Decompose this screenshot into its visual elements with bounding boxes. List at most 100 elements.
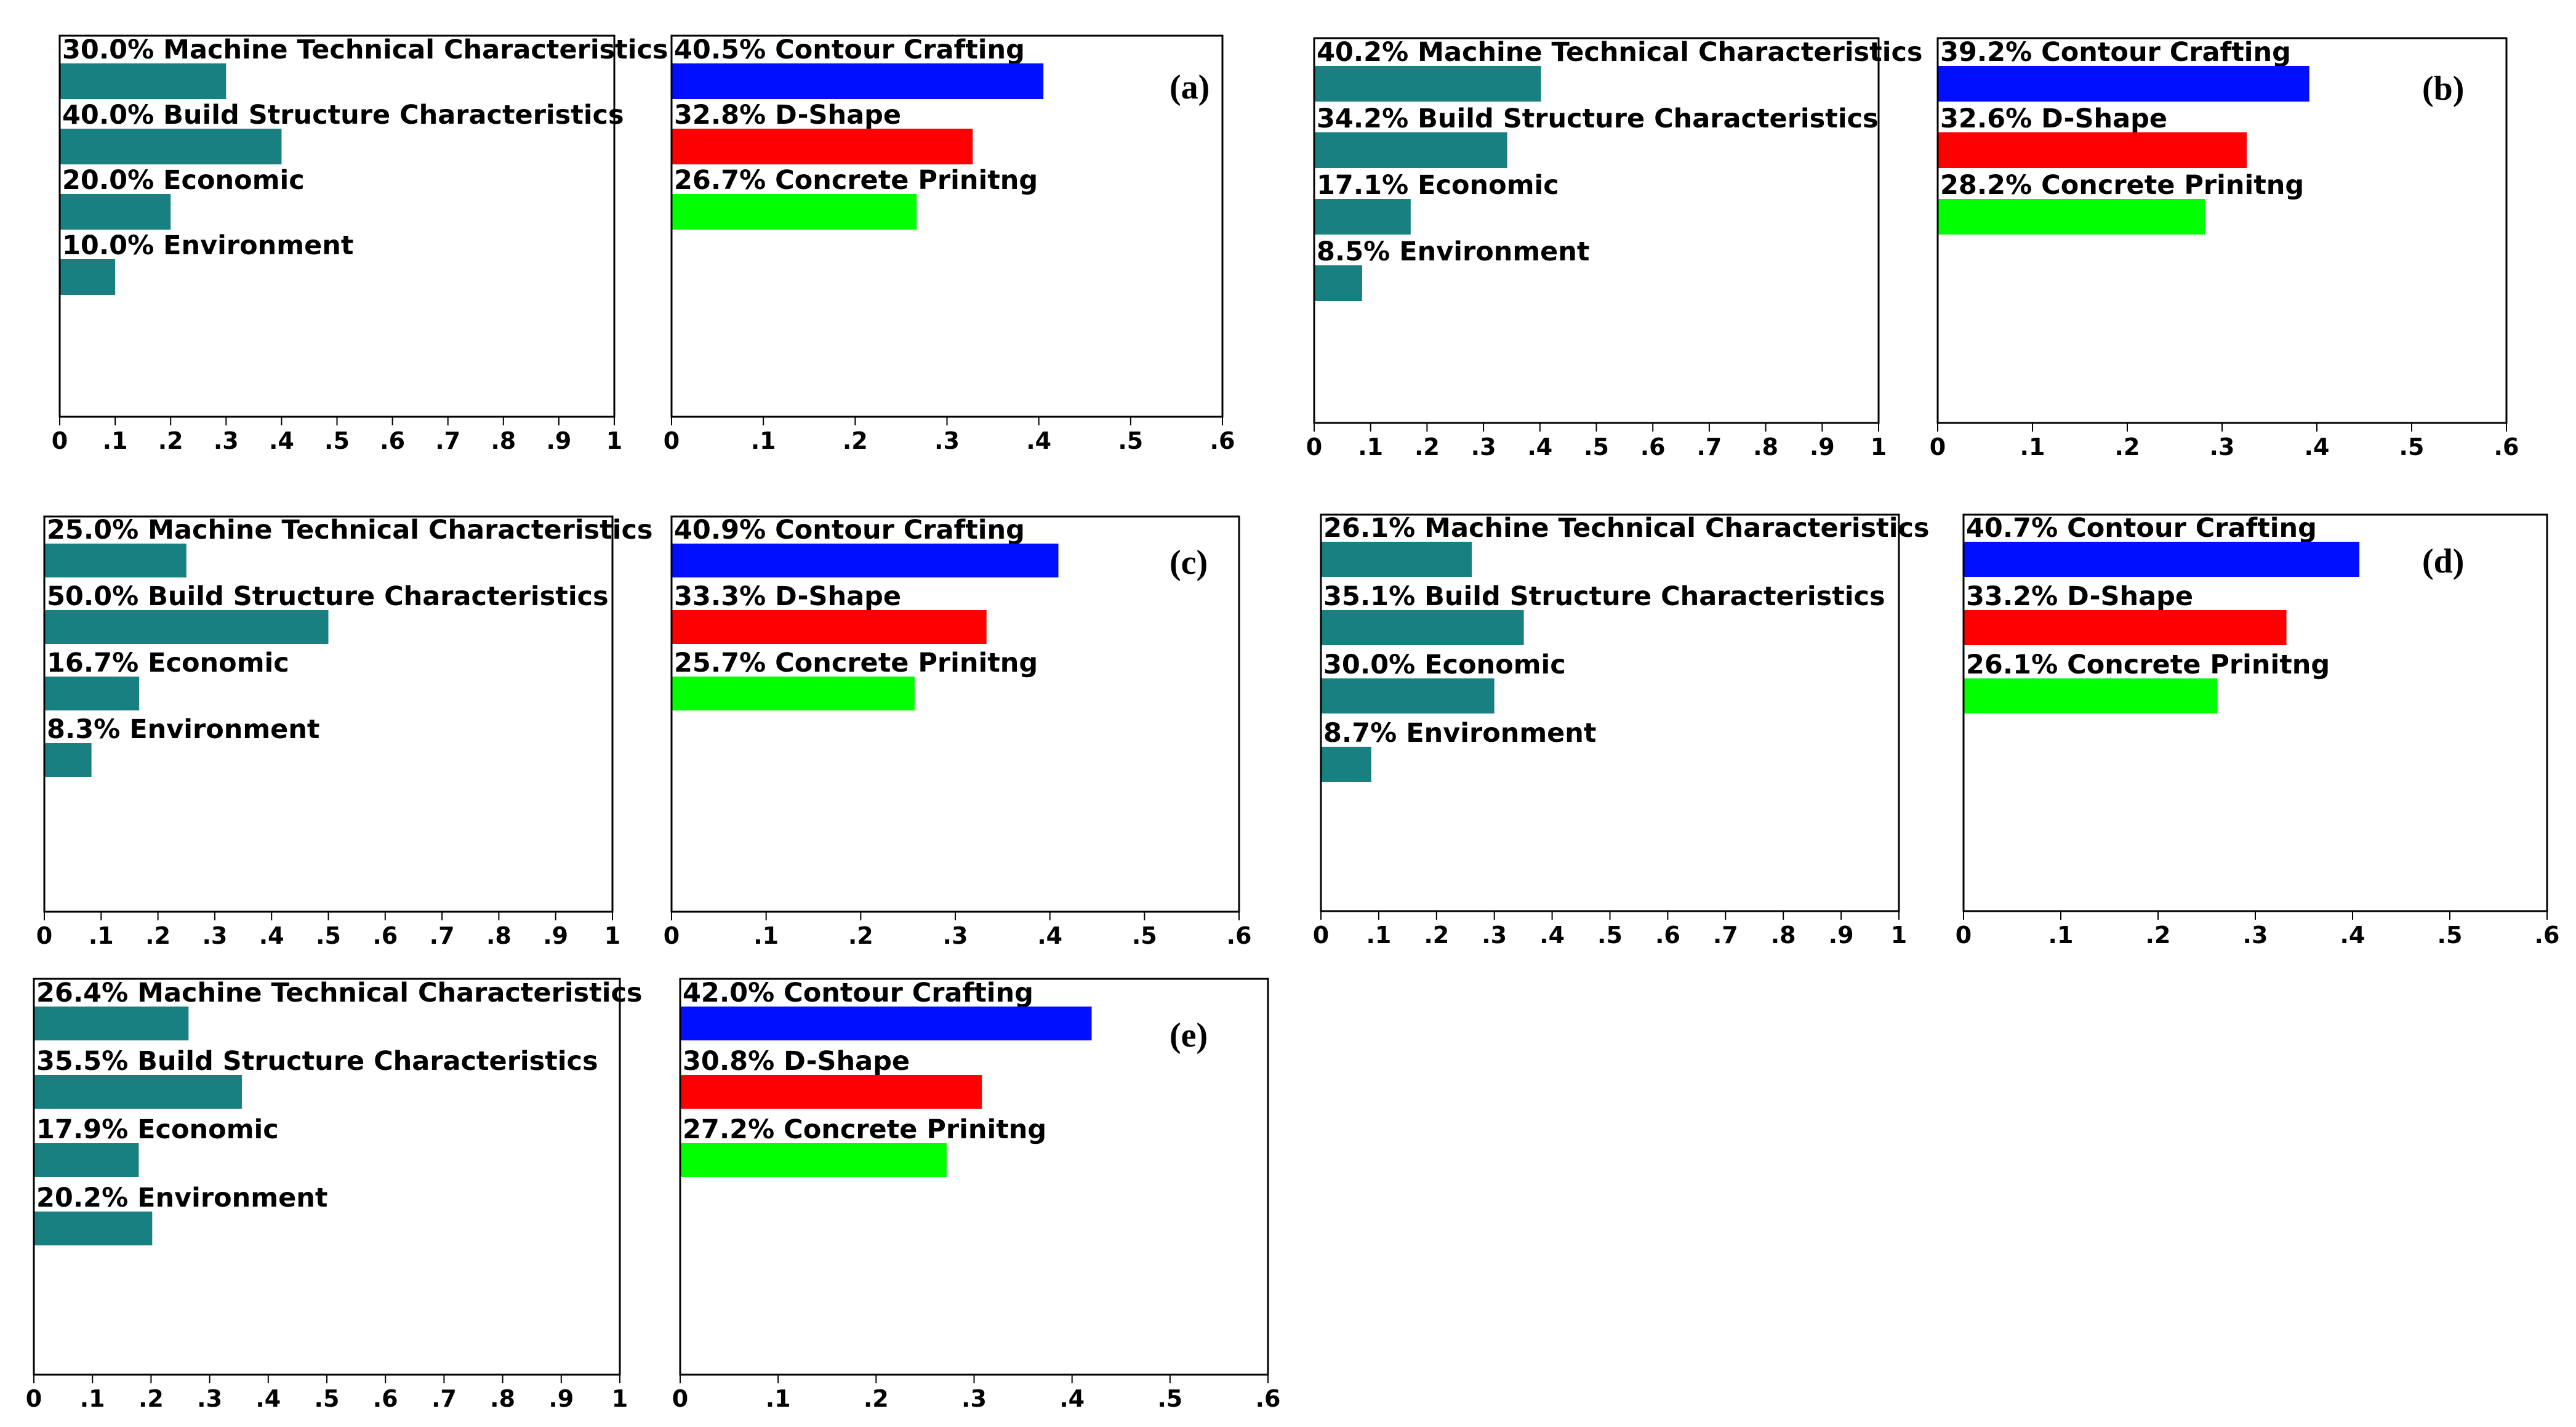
criteria-tick-label: 1 (1891, 922, 1907, 949)
panel-b: 40.2% Machine Technical Characteristics 3… (1306, 37, 2519, 460)
alternatives-bar (681, 1143, 947, 1177)
criteria-bar (60, 259, 116, 295)
criteria-tick-label: 1 (1871, 433, 1887, 460)
alternatives-tick-label: .4 (1026, 427, 1051, 454)
criteria-bar (45, 677, 140, 710)
criteria-bar (60, 194, 171, 230)
alternatives-bar (1964, 610, 2287, 645)
criteria-tick-label: .9 (1829, 922, 1854, 949)
criteria-tick-label: .7 (430, 922, 455, 949)
alternatives-tick-label: .5 (2399, 433, 2425, 460)
criteria-tick-label: .1 (1366, 922, 1391, 949)
criteria-bar-label: 26.1% Machine Technical Characteristics (1323, 513, 1930, 544)
criteria-tick-label: .8 (486, 922, 512, 949)
criteria-tick-label: .6 (1655, 922, 1680, 949)
alternatives-tick-label: .1 (766, 1385, 791, 1412)
alternatives-tick-label: .5 (1132, 922, 1157, 949)
criteria-tick-label: .3 (1482, 922, 1507, 949)
alternatives-tick-label: .3 (943, 922, 968, 949)
criteria-tick-label: .1 (103, 427, 128, 454)
alternatives-bar (672, 677, 915, 710)
alternatives-tick-label: .6 (1210, 427, 1235, 454)
criteria-bar-label: 40.2% Machine Technical Characteristics (1317, 37, 1923, 68)
panel-tag: (c) (1170, 544, 1208, 582)
criteria-tick-label: .8 (491, 427, 516, 454)
alternatives-tick-label: .3 (934, 427, 960, 454)
criteria-tick-label: .8 (1753, 433, 1778, 460)
alternatives-tick-label: .2 (843, 427, 868, 454)
alternatives-bar-label: 30.8% D-Shape (683, 1046, 910, 1077)
panel-tag: (a) (1170, 68, 1210, 107)
criteria-bar-label: 17.9% Economic (36, 1114, 279, 1145)
alternatives-tick-label: .4 (2340, 922, 2365, 949)
criteria-bar (1315, 265, 1362, 301)
criteria-tick-label: .1 (80, 1385, 105, 1412)
alternatives-tick-label: .2 (848, 922, 873, 949)
panel-c: 25.0% Machine Technical Characteristics 5… (36, 515, 1252, 949)
criteria-tick-label: .4 (1539, 922, 1565, 949)
alternatives-tick-label: .6 (2494, 433, 2519, 460)
alternatives-bar (672, 610, 987, 644)
criteria-tick-label: 1 (606, 427, 622, 454)
alternatives-tick-label: .5 (2438, 922, 2463, 949)
criteria-tick-label: .8 (1771, 922, 1796, 949)
alternatives-tick-label: 0 (1930, 433, 1946, 460)
alternatives-tick-label: .5 (1157, 1385, 1182, 1412)
alternatives-bar (1964, 678, 2218, 714)
criteria-tick-label: .6 (1640, 433, 1666, 460)
criteria-tick-label: .7 (431, 1385, 457, 1412)
criteria-bar-label: 35.1% Build Structure Characteristics (1323, 581, 1885, 612)
criteria-tick-label: 1 (604, 922, 620, 949)
criteria-tick-label: .9 (546, 427, 571, 454)
criteria-tick-label: .4 (255, 1385, 281, 1412)
criteria-bar-label: 34.2% Build Structure Characteristics (1317, 103, 1879, 134)
alternatives-bar-label: 32.6% D-Shape (1940, 103, 2167, 134)
alternatives-bar-label: 27.2% Concrete Prinitng (683, 1114, 1046, 1145)
panel-tag: (e) (1170, 1016, 1208, 1055)
criteria-bar (1315, 132, 1507, 168)
criteria-bar-label: 26.4% Machine Technical Characteristics (36, 978, 643, 1008)
criteria-bar-label: 8.7% Environment (1323, 718, 1596, 749)
criteria-bar (1322, 610, 1524, 645)
alternatives-tick-label: .5 (1118, 427, 1143, 454)
criteria-tick-label: .3 (197, 1385, 222, 1412)
criteria-tick-label: .1 (89, 922, 114, 949)
alternatives-tick-label: .6 (1227, 922, 1252, 949)
alternatives-bar-label: 39.2% Contour Crafting (1940, 37, 2291, 68)
panel-d: 26.1% Machine Technical Characteristics 3… (1313, 513, 2560, 949)
alternatives-tick-label: 0 (1956, 922, 1972, 949)
criteria-tick-label: 0 (36, 922, 52, 949)
criteria-tick-label: .5 (316, 922, 341, 949)
criteria-bar-label: 10.0% Environment (62, 230, 353, 261)
alternatives-tick-label: .4 (2305, 433, 2330, 460)
criteria-tick-label: .5 (324, 427, 350, 454)
criteria-tick-label: .2 (1424, 922, 1449, 949)
alternatives-tick-label: .6 (2535, 922, 2560, 949)
alternatives-tick-label: .1 (2020, 433, 2045, 460)
alternatives-tick-label: .2 (2146, 922, 2171, 949)
criteria-bar (34, 1075, 242, 1109)
criteria-bar (1322, 542, 1472, 577)
alternatives-bar-label: 25.7% Concrete Prinitng (674, 648, 1038, 678)
alternatives-bar-label: 40.7% Contour Crafting (1966, 513, 2317, 544)
alternatives-tick-label: .3 (961, 1385, 987, 1412)
alternatives-bar (681, 1075, 982, 1109)
criteria-bar (1322, 678, 1495, 714)
criteria-tick-label: .8 (490, 1385, 515, 1412)
alternatives-tick-label: .3 (2243, 922, 2268, 949)
criteria-tick-label: .5 (315, 1385, 340, 1412)
panel-tag: (d) (2422, 542, 2464, 581)
alternatives-tick-label: .3 (2210, 433, 2235, 460)
criteria-bar-label: 40.0% Build Structure Characteristics (62, 100, 624, 131)
alternatives-bar-label: 40.9% Contour Crafting (674, 515, 1025, 545)
criteria-bar-label: 35.5% Build Structure Characteristics (36, 1046, 598, 1077)
panel-a: 30.0% Machine Technical Characteristics 4… (52, 34, 1235, 454)
alternatives-tick-label: .6 (1256, 1385, 1281, 1412)
criteria-bar-label: 30.0% Machine Technical Characteristics (62, 34, 668, 65)
alternatives-bar-label: 33.3% D-Shape (674, 581, 901, 612)
alternatives-bar-label: 32.8% D-Shape (674, 100, 901, 131)
alternatives-tick-label: 0 (664, 427, 680, 454)
alternatives-tick-label: .1 (753, 922, 779, 949)
criteria-bar (60, 63, 227, 99)
